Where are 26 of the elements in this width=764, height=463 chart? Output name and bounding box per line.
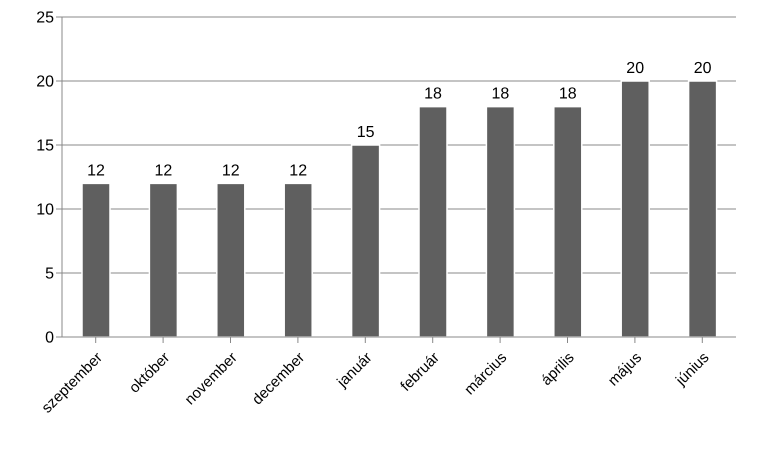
data-label: 12: [222, 162, 240, 180]
bar: [216, 182, 246, 337]
data-label: 15: [356, 124, 375, 141]
y-tick-label: 5: [45, 266, 54, 283]
data-label: 12: [154, 162, 172, 180]
data-label: 20: [626, 60, 644, 77]
bar: [81, 182, 111, 337]
y-tick-label: 15: [36, 138, 54, 155]
bar: [283, 182, 313, 337]
bar: [688, 80, 718, 337]
bar: [553, 106, 583, 337]
y-tick-label: 25: [36, 10, 54, 27]
data-label: 18: [558, 86, 577, 103]
data-label: 18: [492, 86, 510, 103]
bar: [620, 80, 650, 337]
bar: [350, 144, 380, 337]
data-label: 12: [87, 162, 105, 180]
bar: [486, 106, 516, 337]
bar: [148, 182, 178, 337]
y-tick-label: 0: [45, 330, 54, 347]
y-tick-label: 10: [36, 202, 54, 219]
bar: [418, 106, 448, 337]
data-label: 20: [694, 60, 712, 77]
data-label: 12: [289, 162, 308, 180]
y-tick-label: 20: [36, 74, 54, 91]
data-label: 18: [424, 86, 442, 103]
